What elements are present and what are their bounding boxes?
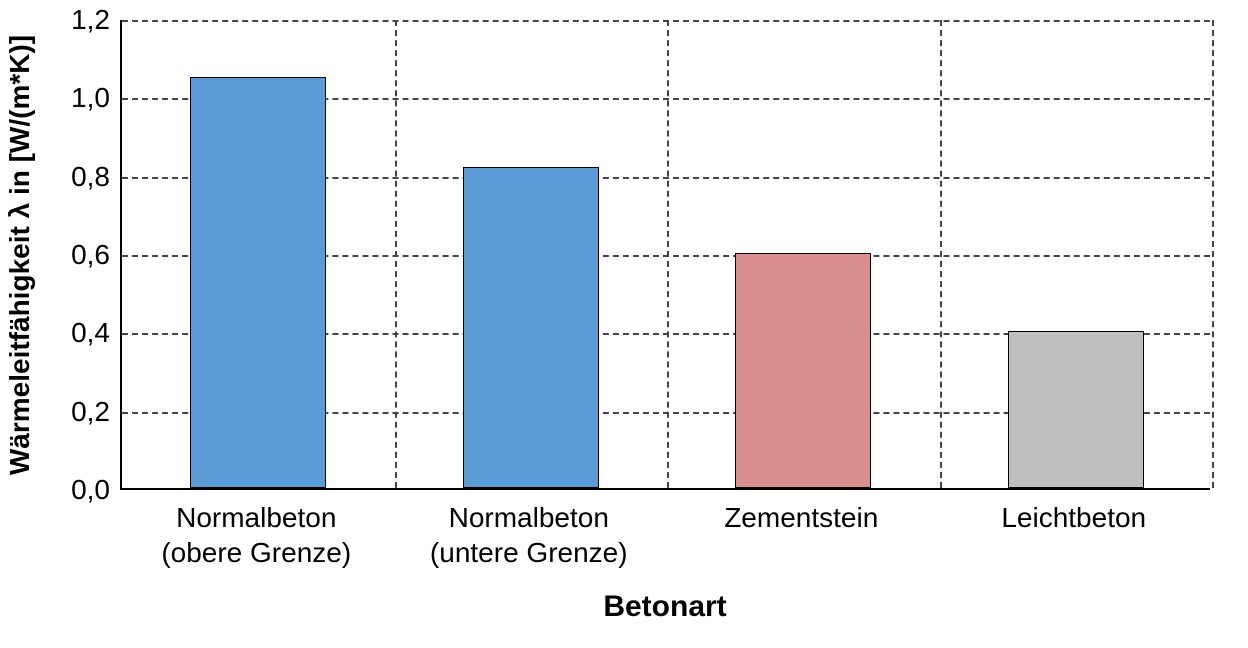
y-tick-label: 1,0: [55, 82, 110, 114]
y-tick-label: 0,0: [55, 474, 110, 506]
x-tick-label: Normalbeton (obere Grenze): [110, 500, 403, 570]
y-tick-label: 1,2: [55, 4, 110, 36]
y-tick-label: 0,6: [55, 239, 110, 271]
bar-leichtbeton: [1008, 331, 1144, 488]
y-tick-label: 0,8: [55, 161, 110, 193]
y-tick-label: 0,2: [55, 396, 110, 428]
gridline-vertical: [1212, 20, 1214, 488]
x-tick-label: Zementstein: [655, 500, 948, 535]
x-tick-label: Leichtbeton: [928, 500, 1221, 535]
y-axis-label: Wärmeleitfähigkeit λ in [W/(m*K)]: [0, 0, 40, 510]
gridline-vertical: [395, 20, 397, 488]
x-axis-title: Betonart: [120, 590, 1210, 624]
bar-zementstein: [735, 253, 871, 488]
bar-normalbeton-untere: [463, 167, 599, 488]
plot-area: [120, 20, 1210, 490]
gridline-horizontal: [122, 20, 1210, 22]
bar-normalbeton-obere: [190, 77, 326, 488]
bar-chart: Wärmeleitfähigkeit λ in [W/(m*K)] 0,0 0,…: [0, 0, 1248, 648]
x-tick-label: Normalbeton (untere Grenze): [383, 500, 676, 570]
y-tick-label: 0,4: [55, 317, 110, 349]
y-axis-label-text: Wärmeleitfähigkeit λ in [W/(m*K)]: [4, 35, 36, 475]
gridline-vertical: [940, 20, 942, 488]
plot-inner: [120, 20, 1210, 490]
gridline-vertical: [667, 20, 669, 488]
